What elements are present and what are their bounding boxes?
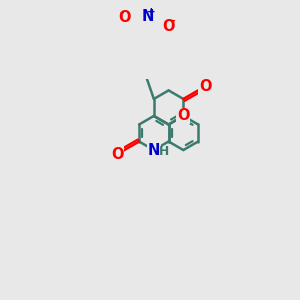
Text: -: - [119,7,124,17]
Text: O: O [162,19,174,34]
Text: H: H [158,145,169,158]
Text: -: - [170,16,175,26]
Text: N: N [141,9,154,24]
Text: O: O [118,11,131,26]
Text: N: N [148,142,160,158]
Text: +: + [147,7,156,17]
Text: O: O [111,147,124,162]
Text: O: O [177,109,190,124]
Text: O: O [199,79,211,94]
